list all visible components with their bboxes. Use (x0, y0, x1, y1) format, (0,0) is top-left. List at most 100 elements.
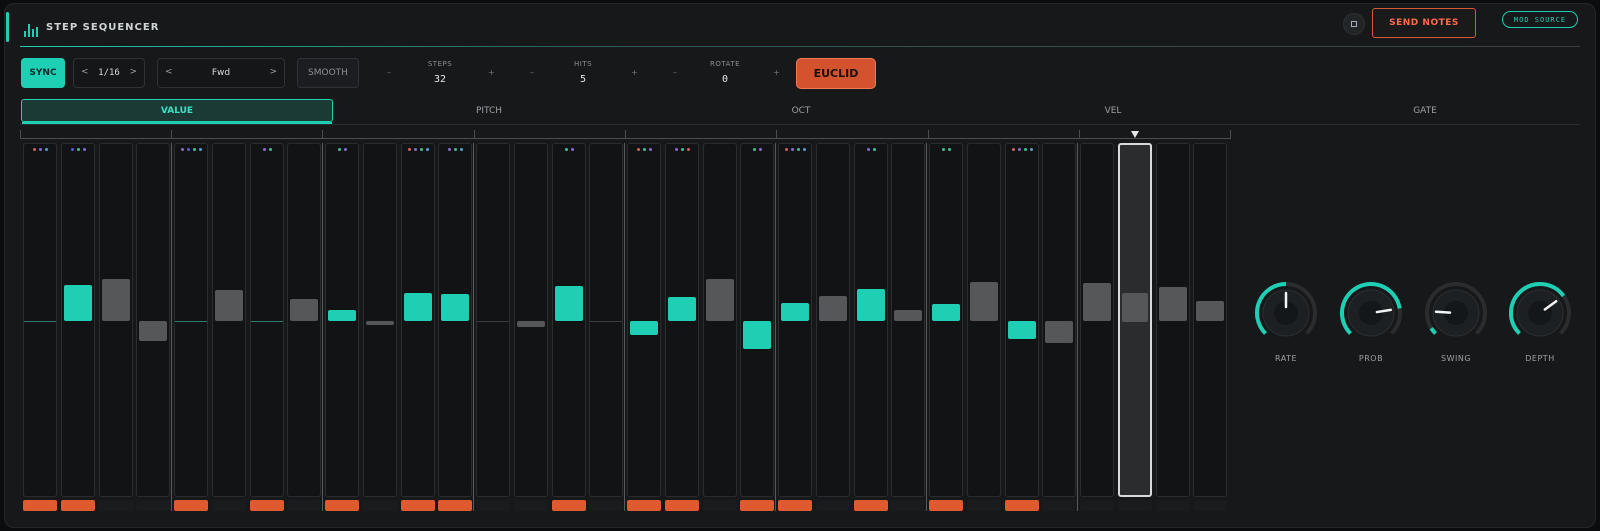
steps-increment-button[interactable]: + (488, 68, 495, 77)
step-slider-25[interactable] (929, 143, 963, 497)
step-slider-1[interactable] (23, 143, 57, 497)
steps-decrement-button[interactable]: – (387, 68, 391, 77)
step-slider-15[interactable] (552, 143, 586, 497)
gate-toggle-19[interactable] (703, 500, 737, 511)
step-slider-10[interactable] (363, 143, 397, 497)
euclid-button[interactable]: EUCLID (796, 58, 876, 89)
gate-toggle-25[interactable] (929, 500, 963, 511)
gate-toggle-29[interactable] (1080, 500, 1114, 511)
step-slider-30[interactable] (1118, 143, 1152, 497)
step-slider-5[interactable] (174, 143, 208, 497)
step-slider-8[interactable] (287, 143, 321, 497)
step-slider-11[interactable] (401, 143, 435, 497)
gate-toggle-13[interactable] (476, 500, 510, 511)
rate-next-button[interactable]: > (129, 67, 137, 77)
step-slider-19[interactable] (703, 143, 737, 497)
mod-indicator-dots (930, 148, 962, 152)
step-slider-14[interactable] (514, 143, 548, 497)
step-slider-3[interactable] (99, 143, 133, 497)
sync-button[interactable]: SYNC (21, 58, 65, 88)
step-slider-6[interactable] (212, 143, 246, 497)
hits-increment-button[interactable]: + (631, 68, 638, 77)
step-slider-24[interactable] (891, 143, 925, 497)
hits-value[interactable]: 5 (579, 74, 587, 85)
gate-toggle-22[interactable] (816, 500, 850, 511)
mod-indicator-dots (855, 148, 887, 152)
step-slider-13[interactable] (476, 143, 510, 497)
step-slider-23[interactable] (854, 143, 888, 497)
direction-next-button[interactable]: > (269, 67, 277, 77)
gate-toggle-16[interactable] (589, 500, 623, 511)
mod-dot (180, 148, 184, 151)
gate-toggle-21[interactable] (778, 500, 812, 511)
gate-toggle-26[interactable] (967, 500, 1001, 511)
step-slider-2[interactable] (61, 143, 95, 497)
step-slider-20[interactable] (740, 143, 774, 497)
step-slider-27[interactable] (1005, 143, 1039, 497)
gate-toggle-24[interactable] (891, 500, 925, 511)
gate-toggle-30[interactable] (1118, 500, 1152, 511)
gate-toggle-28[interactable] (1042, 500, 1076, 511)
mod-source-button[interactable]: MOD SOURCE (1502, 11, 1578, 28)
step-slider-12[interactable] (438, 143, 472, 497)
step-slider-21[interactable] (778, 143, 812, 497)
gate-toggle-17[interactable] (627, 500, 661, 511)
knob-prob[interactable]: PROB (1338, 280, 1404, 363)
gate-toggle-10[interactable] (363, 500, 397, 511)
gate-toggle-9[interactable] (325, 500, 359, 511)
tab-oct[interactable]: OCT (791, 105, 811, 116)
mod-indicator-dots (175, 148, 207, 152)
step-slider-16[interactable] (589, 143, 623, 497)
gate-toggle-23[interactable] (854, 500, 888, 511)
knob-rate[interactable]: RATE (1253, 280, 1319, 363)
gate-toggle-11[interactable] (401, 500, 435, 511)
rate-prev-button[interactable]: < (81, 67, 89, 77)
knob-dial (1255, 282, 1317, 337)
randomize-button[interactable] (1343, 13, 1365, 35)
gate-toggle-7[interactable] (250, 500, 284, 511)
step-slider-22[interactable] (816, 143, 850, 497)
gate-toggle-3[interactable] (99, 500, 133, 511)
gate-toggle-5[interactable] (174, 500, 208, 511)
gate-toggle-8[interactable] (287, 500, 321, 511)
gate-toggle-31[interactable] (1156, 500, 1190, 511)
gate-toggle-32[interactable] (1193, 500, 1227, 511)
steps-value[interactable]: 32 (433, 74, 447, 85)
tab-pitch[interactable]: PITCH (475, 105, 503, 116)
step-value-bar (290, 298, 318, 321)
tab-gate[interactable]: GATE (1413, 105, 1437, 116)
gate-toggle-14[interactable] (514, 500, 548, 511)
gate-toggle-18[interactable] (665, 500, 699, 511)
step-slider-32[interactable] (1193, 143, 1227, 497)
step-slider-26[interactable] (967, 143, 1001, 497)
tab-value[interactable]: VALUE (21, 99, 333, 124)
rotate-value[interactable]: 0 (721, 74, 729, 85)
gate-toggle-2[interactable] (61, 500, 95, 511)
step-slider-17[interactable] (627, 143, 661, 497)
beat-divider (775, 143, 776, 511)
gate-toggle-20[interactable] (740, 500, 774, 511)
gate-toggle-27[interactable] (1005, 500, 1039, 511)
gate-toggle-12[interactable] (438, 500, 472, 511)
gate-toggle-4[interactable] (136, 500, 170, 511)
gate-toggle-6[interactable] (212, 500, 246, 511)
knob-depth[interactable]: DEPTH (1507, 280, 1573, 363)
knob-swing[interactable]: SWING (1423, 280, 1489, 363)
rotate-increment-button[interactable]: + (773, 68, 780, 77)
direction-prev-button[interactable]: < (165, 67, 173, 77)
send-notes-button[interactable]: SEND NOTES (1372, 8, 1476, 38)
gate-toggle-15[interactable] (552, 500, 586, 511)
gate-toggle-1[interactable] (23, 500, 57, 511)
step-slider-7[interactable] (250, 143, 284, 497)
hits-decrement-button[interactable]: – (530, 68, 534, 77)
step-slider-29[interactable] (1080, 143, 1114, 497)
rotate-decrement-button[interactable]: – (673, 68, 677, 77)
step-slider-31[interactable] (1156, 143, 1190, 497)
tab-vel[interactable]: VEL (1104, 105, 1122, 116)
step-slider-28[interactable] (1042, 143, 1076, 497)
step-slider-4[interactable] (136, 143, 170, 497)
step-value-bar (1159, 287, 1187, 321)
step-slider-9[interactable] (325, 143, 359, 497)
step-slider-18[interactable] (665, 143, 699, 497)
smooth-button[interactable]: SMOOTH (297, 58, 359, 88)
